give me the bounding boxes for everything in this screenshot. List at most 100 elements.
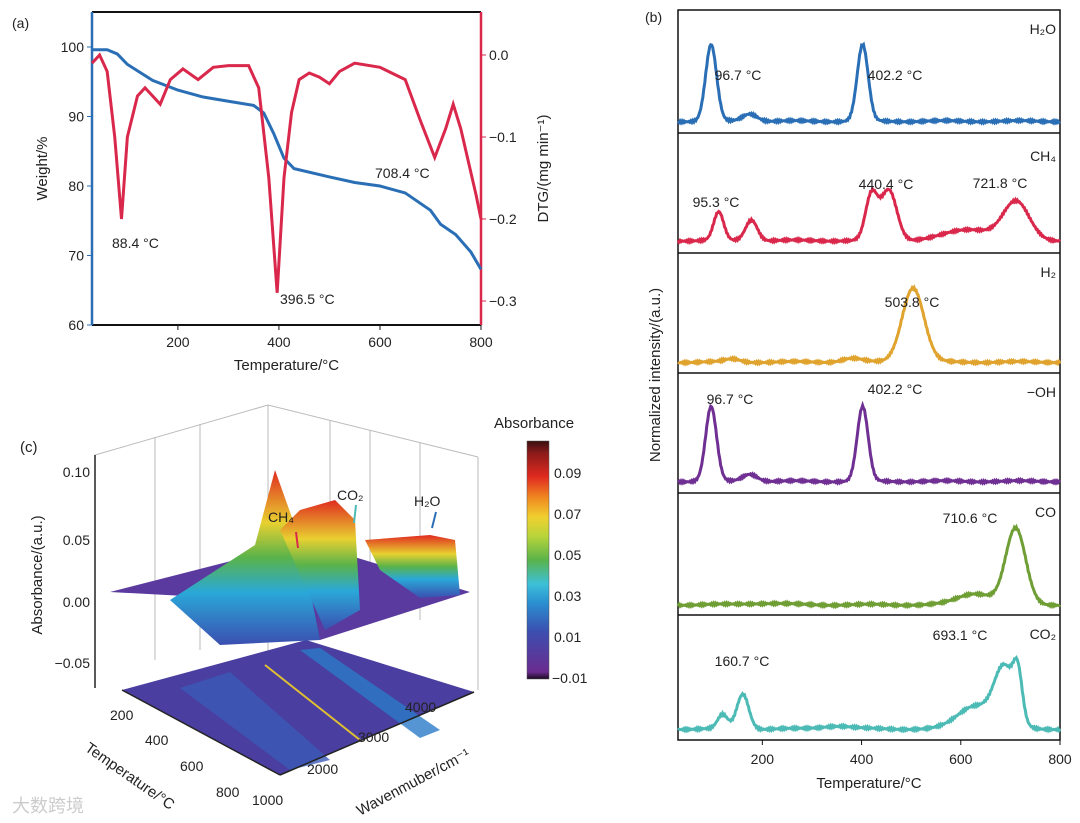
x-tick-label: 200 [166, 334, 190, 350]
wavenumber-axis-label: Wavenmuber/cm⁻¹ [354, 745, 473, 819]
surface-peak-h2o [365, 535, 460, 598]
x-tick-label: 800 [469, 334, 493, 350]
watermark: 大数跨境 [12, 796, 84, 816]
peak-annotation: 402.2 °C [868, 381, 923, 397]
colorbar-tick: 0.05 [554, 547, 581, 563]
ms-curve-1 [676, 185, 1062, 246]
panel-b-frame [677, 9, 1061, 741]
x-tick-label: 200 [751, 751, 775, 767]
x-axis-label: Temperature/°C [816, 775, 921, 792]
peak-label-co2: CO₂ [337, 487, 363, 503]
contour-band [300, 648, 440, 738]
co2-arrow-icon [353, 504, 357, 524]
x-tick: 200 [110, 707, 134, 723]
y-tick: 4000 [405, 699, 436, 715]
temperature-tick-labels: 200 400 600 800 [110, 707, 240, 800]
ch4-arrow-icon [295, 531, 299, 549]
peak-label-ch4: CH₄ [268, 509, 294, 525]
peak-label-h2o: H₂O [414, 493, 441, 509]
h2o-arrow-icon [431, 511, 437, 529]
y-axis-label: Normalized intensity/(a.u.) [647, 288, 664, 462]
peak-annotation: 396.5 °C [280, 291, 335, 307]
x-tick-label: 400 [267, 334, 291, 350]
colorbar-tick: 0.01 [554, 629, 581, 645]
series-label: CO [1035, 504, 1056, 520]
x-tick-label: 600 [949, 751, 973, 767]
x-tick: 400 [145, 732, 169, 748]
series-label: H₂ [1040, 264, 1056, 280]
y-tick-label: 70 [68, 248, 84, 264]
y-tick: 2000 [307, 761, 338, 777]
y2-axis-label: DTG/(mg min⁻¹) [535, 115, 552, 223]
colorbar-tick: 0.03 [554, 588, 581, 604]
colorbar-tick: 0.09 [554, 465, 581, 481]
y-tick-label: 80 [68, 178, 84, 194]
panel-c-label: (c) [20, 439, 38, 456]
x-tick-label: 400 [850, 751, 874, 767]
z-tick: 0.05 [63, 532, 90, 548]
series-label: H₂O [1030, 21, 1057, 37]
peak-annotation: 721.8 °C [973, 175, 1028, 191]
peak-annotation: 440.4 °C [859, 176, 914, 192]
y2-tick-label: −0.1 [489, 129, 517, 145]
contour-band [180, 672, 330, 770]
ms-curve-4 [676, 523, 1061, 610]
panel-a-label: (a) [12, 15, 29, 31]
ms-curve-5 [677, 655, 1062, 734]
y-tick: 3000 [358, 729, 389, 745]
peak-annotation: 693.1 °C [933, 627, 988, 643]
surface-peak-ch4 [170, 470, 320, 645]
y-tick-label: 100 [61, 39, 85, 55]
peak-annotation: 88.4 °C [112, 235, 159, 251]
y-axis-label: Weight/% [34, 137, 51, 201]
peak-annotation: 96.7 °C [715, 67, 762, 83]
wavenumber-axis [279, 691, 475, 776]
z-axis-label: Absorbance/(a.u.) [29, 515, 46, 634]
peak-annotation: 503.8 °C [885, 294, 940, 310]
temperature-axis-label: Temperature/°C [82, 739, 178, 813]
weight-curve [92, 48, 483, 271]
ms-curve-2 [677, 284, 1062, 367]
x-tick-label: 800 [1048, 751, 1072, 767]
z-tick: 0.10 [63, 464, 90, 480]
z-tick: 0.00 [63, 594, 90, 610]
peak-annotation: 402.2 °C [868, 67, 923, 83]
x-tick-label: 600 [368, 334, 392, 350]
y2-tick-label: 0.0 [489, 47, 509, 63]
contour-plane [122, 640, 474, 775]
series-label: CO₂ [1030, 626, 1056, 642]
series-label: −OH [1027, 384, 1056, 400]
wavenumber-tick-labels: 1000 2000 3000 4000 [252, 699, 436, 808]
panel-a-tga-dtg: (a) 200 400 600 800 60 70 80 90 100 0.0 −0.1 −0.2 −0.… [12, 11, 552, 374]
z-tick: −0.05 [55, 655, 91, 671]
panel-b-ms-curves: (b) H₂O 96.7 °C 402.2 °C CH₄ 95.3 °C 440.4 °C 7… [645, 9, 1072, 792]
y2-tick-label: −0.2 [489, 211, 517, 227]
dtg-curve [90, 52, 483, 293]
peak-annotation: 710.6 °C [943, 510, 998, 526]
colorbar-title: Absorbance [494, 415, 574, 432]
ms-curve-0 [676, 41, 1061, 126]
y-tick: 1000 [252, 792, 283, 808]
ms-curve-3 [676, 400, 1062, 486]
colorbar [526, 440, 550, 680]
colorbar-tick: 0.07 [554, 506, 581, 522]
peak-annotation: 96.7 °C [707, 391, 754, 407]
temperature-axis [121, 689, 281, 776]
panel-b-label: (b) [645, 9, 662, 25]
y-tick-label: 60 [68, 317, 84, 333]
peak-annotation: 708.4 °C [375, 165, 430, 181]
colorbar-tick: −0.01 [552, 670, 588, 686]
x-tick: 600 [180, 758, 204, 774]
colorbar-ticks: 0.09 0.07 0.05 0.03 0.01 −0.01 [552, 465, 588, 686]
peak-annotation: 95.3 °C [693, 194, 740, 210]
y-tick-label: 90 [68, 109, 84, 125]
x-tick: 800 [216, 784, 240, 800]
series-label: CH₄ [1030, 148, 1056, 164]
x-axis-label: Temperature/°C [234, 357, 339, 374]
peak-annotation: 160.7 °C [715, 653, 770, 669]
surface-peak-co2 [280, 500, 360, 630]
panel-c-3d-ftir: (c) CH₄ CO₂ H₂O 0.10 0.05 0.00 −0.05 Abs… [20, 404, 588, 820]
contour-band [264, 664, 361, 741]
z-tick-labels: 0.10 0.05 0.00 −0.05 [55, 464, 91, 671]
